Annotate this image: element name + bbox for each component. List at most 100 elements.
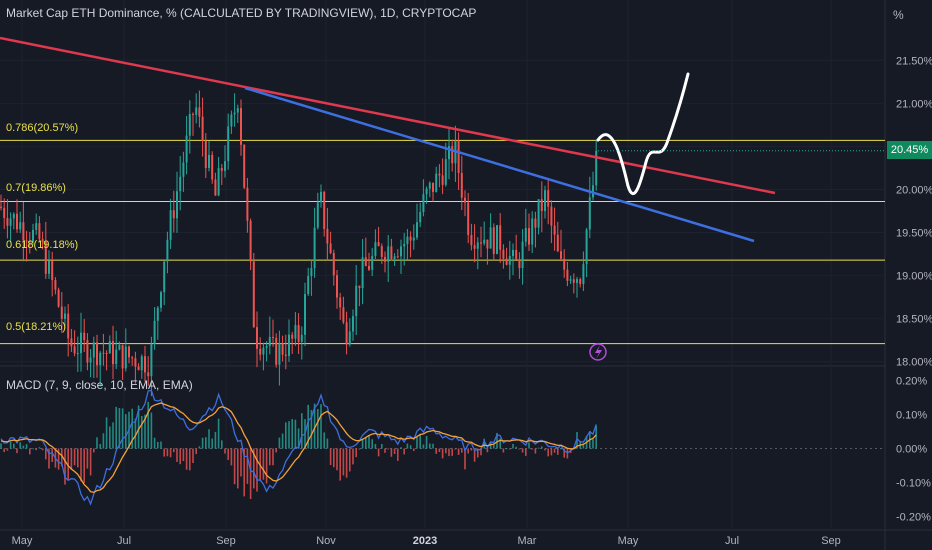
candle-body: [368, 265, 370, 270]
macd-histogram-bar: [422, 444, 425, 449]
macd-histogram-bar: [566, 448, 569, 459]
candle-body: [540, 199, 543, 212]
candle-body: [380, 246, 383, 257]
candle-body: [358, 285, 361, 289]
candle-body: [345, 322, 348, 345]
candle-body: [16, 213, 18, 230]
macd-histogram-bar: [592, 439, 594, 449]
candle-body: [508, 256, 511, 265]
projected-path: [596, 72, 690, 195]
macd-histogram-bar: [477, 448, 479, 458]
candle-body: [230, 114, 233, 127]
x-tick-label: May: [618, 535, 639, 547]
macd-histogram-bar: [253, 448, 255, 489]
candle-body: [524, 228, 527, 242]
macd-histogram-bar: [192, 448, 194, 463]
macd-histogram-bar: [345, 448, 348, 478]
candle-body: [144, 356, 146, 373]
candle-body: [131, 357, 134, 359]
candle-body: [313, 227, 316, 269]
chart-title: Market Cap ETH Dominance, % (CALCULATED …: [6, 6, 477, 20]
candle-body: [515, 249, 518, 260]
macd-histogram-bar: [464, 448, 466, 470]
macd-histogram-bar: [144, 414, 146, 449]
candle-body: [192, 113, 194, 115]
macd-histogram-bar: [467, 448, 469, 454]
macd-histogram-bar: [157, 441, 159, 449]
macd-histogram-bar: [419, 434, 421, 449]
candle-body: [243, 144, 246, 188]
candle-body: [179, 176, 182, 192]
macd-histogram-bar: [93, 448, 95, 453]
macd-histogram-bar: [288, 421, 290, 449]
candle-body: [396, 256, 399, 258]
macd-histogram-bar: [326, 438, 329, 449]
macd-histogram-bar: [486, 448, 489, 453]
macd-histogram-bar: [470, 448, 473, 451]
candle-body: [566, 269, 569, 281]
macd-histogram-bar: [560, 448, 562, 450]
candle-body: [371, 255, 374, 270]
candle-body: [582, 264, 585, 284]
candle-body: [256, 327, 258, 349]
macd-histogram-bar: [425, 436, 428, 449]
macd-histogram-bar: [198, 446, 201, 449]
macd-histogram-bar: [374, 444, 377, 449]
macd-histogram-bar: [32, 448, 34, 450]
candle-body: [6, 218, 9, 226]
candle-body: [294, 325, 297, 339]
macd-histogram-bar: [131, 408, 133, 449]
macd-histogram-bar: [403, 448, 405, 455]
candle-body: [176, 191, 178, 219]
candle-body: [128, 346, 130, 358]
candle-body: [124, 346, 127, 369]
candle-body: [169, 210, 172, 240]
candle-body: [505, 258, 508, 265]
macd-histogram-bar: [297, 428, 300, 449]
macd-histogram-bar: [115, 406, 117, 449]
candle-body: [160, 292, 162, 308]
candle-body: [220, 168, 223, 171]
candle-body: [569, 279, 572, 281]
candle-body: [32, 229, 34, 242]
macd-histogram-bar: [377, 448, 380, 457]
lightning-icon: [589, 343, 607, 361]
candle-body: [224, 161, 226, 171]
candle-body: [326, 228, 329, 244]
macd-histogram-bar: [195, 448, 197, 455]
macd-histogram-bar: [237, 448, 239, 489]
candle-body: [57, 289, 60, 307]
candle-body: [528, 228, 530, 245]
candle-body: [547, 190, 550, 207]
macd-histogram-bar: [64, 448, 66, 485]
candle-body: [150, 344, 153, 377]
candle-body: [342, 307, 345, 323]
y-tick-label: 21.00%: [896, 98, 932, 110]
y-tick-label: 20.00%: [896, 184, 932, 196]
macd-histogram-bar: [544, 448, 546, 451]
candle-body: [537, 199, 540, 228]
candle-body: [406, 236, 409, 244]
macd-histogram-bar: [35, 448, 37, 451]
macd-y-tick-label: 0.10%: [896, 410, 927, 422]
candle-body: [64, 313, 66, 319]
lightning-bolt-icon: [595, 345, 602, 359]
macd-histogram-bar: [57, 448, 60, 470]
macd-histogram-bar: [25, 444, 28, 449]
macd-histogram-bar: [19, 442, 21, 449]
candle-body: [534, 218, 537, 228]
candle-body: [275, 337, 278, 365]
macd-histogram-bar: [291, 419, 293, 449]
macd-histogram-bar: [16, 448, 18, 454]
macd-histogram-bar: [397, 448, 399, 461]
x-tick-label: Mar: [518, 535, 537, 547]
macd-histogram-bar: [429, 443, 431, 449]
macd-histogram-bar: [557, 448, 559, 455]
candle-body: [425, 188, 428, 195]
candle-body: [355, 285, 358, 317]
candle-body: [457, 140, 460, 173]
macd-histogram-bar: [342, 448, 345, 476]
macd-y-tick-label: -0.20%: [896, 511, 931, 523]
candle-body: [153, 320, 156, 345]
